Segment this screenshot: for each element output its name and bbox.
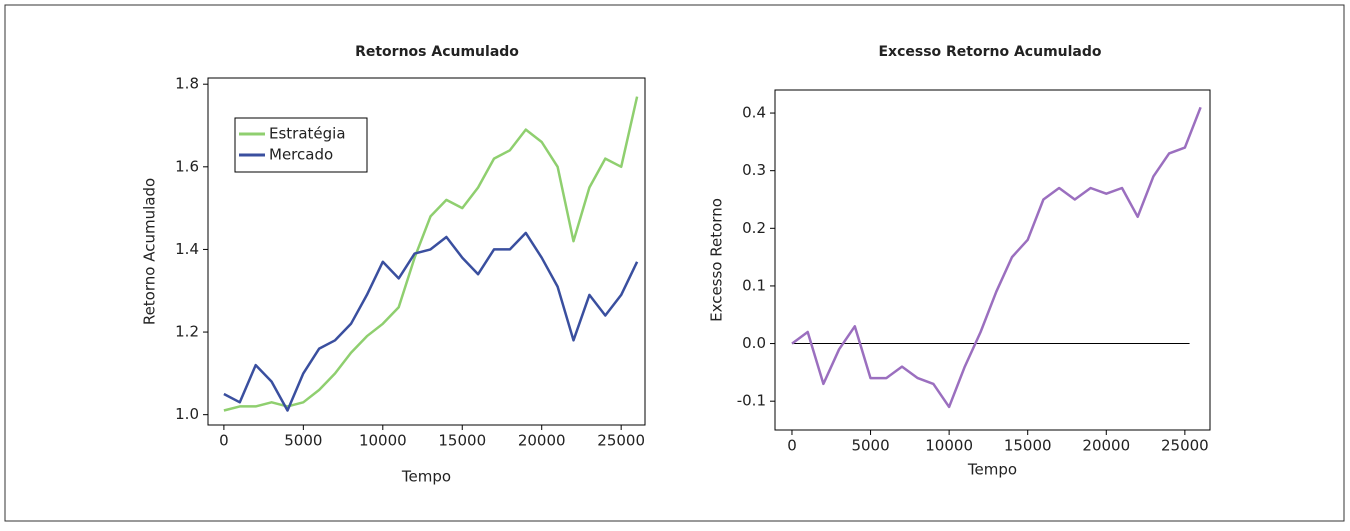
series-line bbox=[223, 96, 639, 412]
y-axis-label: Excesso Retorno bbox=[708, 198, 726, 322]
chart-title: Excesso Retorno Acumulado bbox=[878, 44, 1101, 60]
y-tick-label: 0.0 bbox=[742, 334, 766, 352]
y-tick-label: 1.0 bbox=[175, 405, 199, 423]
chart-title: Retornos Acumulado bbox=[355, 44, 519, 60]
legend-box bbox=[234, 117, 368, 173]
series-line bbox=[223, 231, 639, 412]
series-line bbox=[791, 106, 1202, 409]
y-tick-label: 1.8 bbox=[175, 75, 199, 93]
x-tick-label: 0 bbox=[787, 437, 797, 455]
x-tick-label: 20000 bbox=[518, 432, 566, 450]
legend-label: Mercado bbox=[269, 146, 333, 164]
y-tick-label: 1.6 bbox=[175, 157, 199, 175]
legend-label: Estratégia bbox=[269, 125, 346, 143]
y-tick-label: 1.4 bbox=[175, 240, 199, 258]
x-tick-label: 0 bbox=[219, 432, 229, 450]
x-tick-label: 5000 bbox=[851, 437, 889, 455]
x-tick-label: 25000 bbox=[1161, 437, 1209, 455]
x-tick-label: 10000 bbox=[359, 432, 407, 450]
x-tick-label: 15000 bbox=[1004, 437, 1052, 455]
frame bbox=[4, 4, 1345, 522]
x-tick-label: 25000 bbox=[597, 432, 645, 450]
y-tick-label: -0.1 bbox=[737, 392, 766, 410]
y-tick-label: 1.2 bbox=[175, 323, 199, 341]
y-axis-label: Retorno Acumulado bbox=[141, 178, 159, 325]
x-tick-label: 5000 bbox=[284, 432, 322, 450]
x-tick-label: 20000 bbox=[1082, 437, 1130, 455]
plot-area bbox=[207, 77, 646, 426]
y-tick-label: 0.2 bbox=[742, 219, 766, 237]
y-tick-label: 0.4 bbox=[742, 104, 766, 122]
x-tick-label: 15000 bbox=[438, 432, 486, 450]
x-tick-label: 10000 bbox=[925, 437, 973, 455]
plot-area bbox=[774, 89, 1211, 431]
x-axis-label: Tempo bbox=[967, 461, 1017, 479]
y-tick-label: 0.3 bbox=[742, 161, 766, 179]
x-axis-label: Tempo bbox=[401, 468, 451, 486]
y-tick-label: 0.1 bbox=[742, 276, 766, 294]
